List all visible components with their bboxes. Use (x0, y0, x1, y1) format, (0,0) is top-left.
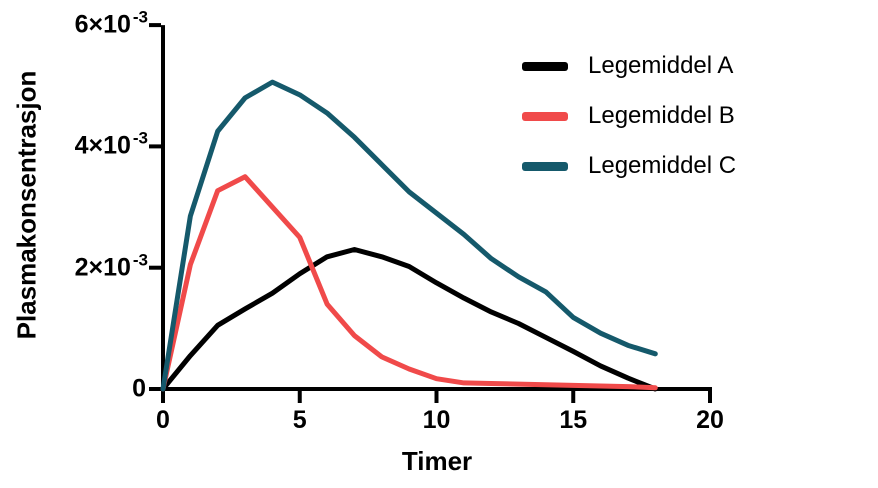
y-tick-label-2e-3: 2×10 -3 (74, 250, 148, 282)
legend-item-legemiddel-b: Legemiddel B (522, 91, 736, 141)
x-tick-label-20: 20 (696, 406, 724, 434)
legend-item-legemiddel-a: Legemiddel A (522, 41, 736, 91)
x-tick-label-10: 10 (422, 406, 451, 434)
y-tick-base: 0 (132, 374, 146, 403)
series-line-legemiddel-c (160, 79, 658, 392)
curves (160, 79, 658, 392)
y-tick-base: 4×10 (74, 131, 131, 160)
y-tick-base: 6×10 (74, 10, 131, 39)
y-tick-exponent: -3 (132, 250, 148, 270)
series-line-legemiddel-b (160, 174, 658, 392)
series-line-legemiddel-a (160, 247, 658, 392)
y-tick-exponent: -3 (132, 128, 148, 148)
legend: Legemiddel A Legemiddel B Legemiddel C (522, 41, 736, 191)
y-axis-title: Plasmakonsentrasjon (11, 70, 42, 340)
y-tick-exponent: -3 (132, 7, 148, 27)
x-axis-title: Timer (401, 446, 473, 476)
y-tick-label-6e-3: 6×10 -3 (74, 7, 148, 40)
axes (149, 23, 712, 403)
legend-item-legemiddel-c: Legemiddel C (522, 141, 736, 191)
x-tick-label-15: 15 (559, 406, 588, 434)
legend-swatch-legemiddel-b (522, 111, 568, 121)
legend-label: Legemiddel A (588, 52, 734, 79)
legend-swatch-legemiddel-c (522, 161, 568, 171)
y-tick-base: 2×10 (74, 253, 131, 282)
legend-label: Legemiddel B (588, 102, 735, 129)
legend-label: Legemiddel C (588, 152, 737, 179)
y-tick-label-0: 0 (132, 375, 148, 404)
y-tick-label-4e-3: 4×10 -3 (74, 128, 148, 161)
legend-swatch-legemiddel-a (522, 61, 568, 71)
x-tick-label-0: 0 (156, 406, 170, 434)
x-tick-label-5: 5 (292, 406, 307, 434)
